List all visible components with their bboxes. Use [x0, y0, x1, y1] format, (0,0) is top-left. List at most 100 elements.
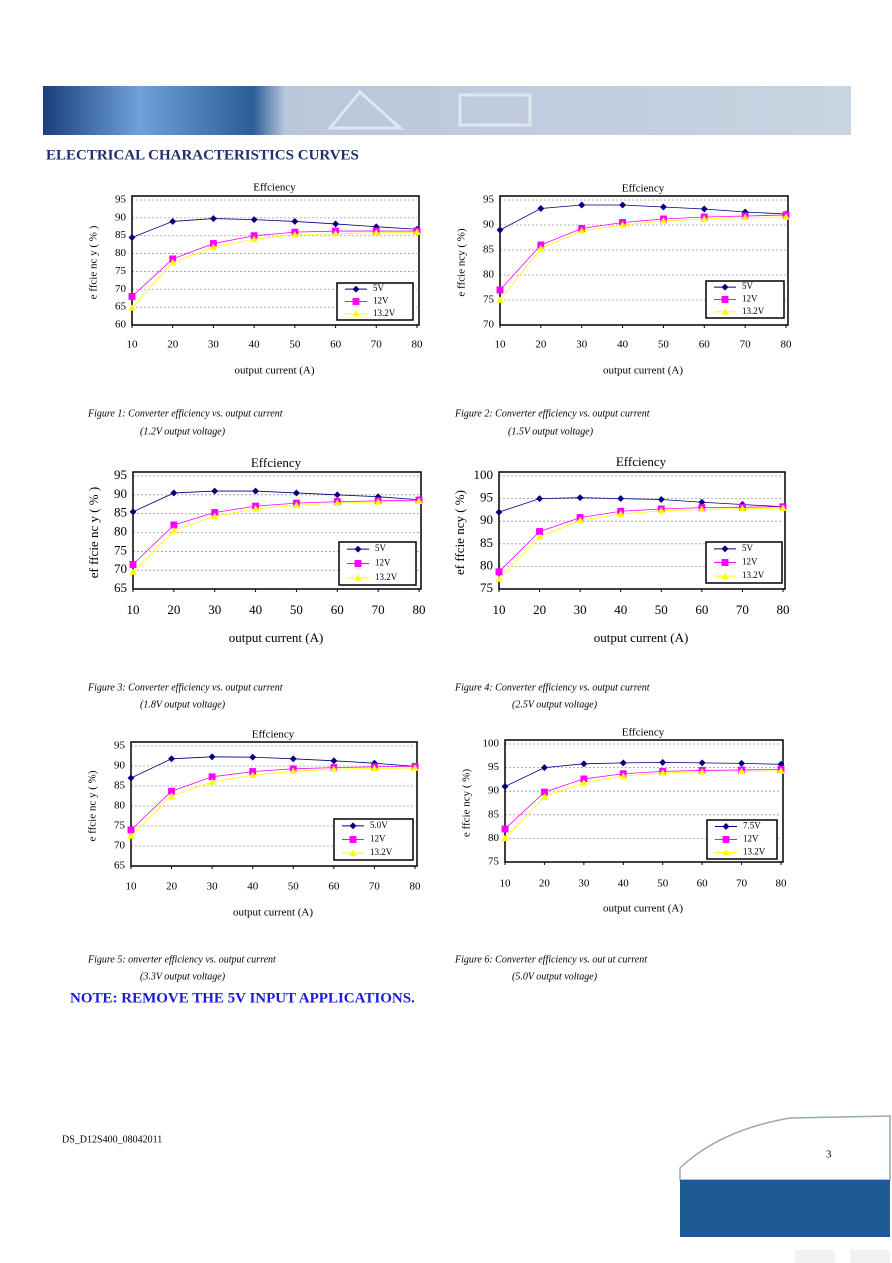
x-tick-label: 70: [736, 878, 748, 890]
data-point: [496, 286, 504, 294]
data-point: [129, 508, 137, 516]
data-point: [209, 215, 217, 223]
data-point: [374, 498, 382, 505]
data-point: [495, 508, 503, 516]
data-point: [413, 228, 421, 235]
x-tick-label: 40: [617, 339, 629, 351]
data-point: [209, 243, 218, 250]
x-axis-title: output current (A): [603, 365, 683, 377]
legend-label: 12V: [373, 296, 389, 306]
data-point: [698, 505, 706, 513]
data-point: [208, 773, 216, 781]
series-line: [498, 507, 784, 580]
data-point: [170, 489, 178, 497]
data-point: [292, 501, 301, 509]
x-tick-label: 70: [371, 339, 383, 351]
plot-frame: [132, 471, 422, 590]
x-tick-label: 40: [249, 339, 261, 351]
legend-label: 13.2V: [743, 847, 766, 857]
x-axis-title: output current (A): [229, 630, 324, 645]
x-tick-label: 70: [372, 602, 385, 617]
y-axis-title: ef ffcie ncy ( %): [452, 490, 467, 575]
series-line: [130, 756, 416, 779]
x-tick-label: 50: [289, 339, 301, 351]
data-point: [741, 213, 749, 221]
y-tick-label: 80: [483, 269, 495, 281]
y-tick-label: 90: [114, 760, 126, 772]
y-tick-label: 95: [483, 194, 495, 206]
data-point: [580, 760, 588, 768]
data-point: [659, 217, 668, 224]
figure-caption-sub: (2.5V output voltage): [512, 699, 598, 710]
data-point: [330, 765, 338, 773]
legend-label: 12V: [375, 558, 391, 568]
data-point: [495, 575, 503, 582]
data-point: [249, 771, 257, 779]
data-point: [698, 759, 706, 767]
x-tick-label: 50: [655, 602, 668, 617]
figure-caption-sub: (1.5V output voltage): [508, 426, 594, 437]
data-point: [333, 499, 341, 506]
data-point: [657, 507, 665, 514]
x-axis-title: output current (A): [603, 903, 683, 915]
y-tick-label: 90: [480, 512, 493, 527]
series-line: [132, 490, 420, 513]
x-tick-label: 60: [697, 878, 709, 890]
y-tick-label: 95: [114, 740, 126, 752]
series-line: [130, 767, 416, 837]
data-point: [208, 778, 216, 785]
data-point: [536, 528, 544, 536]
chart-title: Effciency: [252, 729, 295, 741]
data-point: [576, 494, 584, 502]
y-tick-label: 85: [483, 244, 495, 256]
y-tick-label: 65: [114, 580, 127, 595]
figure-caption: Figure 1: Converter efficiency vs. outpu…: [87, 408, 283, 419]
figure-caption-sub: (1.2V output voltage): [140, 426, 226, 437]
legend-symbol: [721, 296, 729, 303]
x-tick-label: 60: [328, 881, 340, 893]
legend-label: 12V: [743, 834, 759, 844]
y-tick-label: 95: [114, 467, 127, 482]
legend-label: 5V: [373, 283, 385, 293]
x-tick-label: 80: [776, 878, 788, 890]
data-point: [617, 495, 625, 503]
plot-frame: [504, 739, 784, 863]
data-point: [211, 512, 219, 520]
x-tick-label: 70: [736, 602, 749, 617]
series-line: [498, 497, 784, 513]
x-tick-label: 70: [740, 339, 752, 351]
data-point: [659, 769, 667, 776]
legend-symbol: [354, 545, 362, 553]
footer-decoration: [679, 1115, 891, 1181]
x-tick-label: 20: [533, 602, 546, 617]
legend-symbol: [722, 848, 730, 856]
data-point: [738, 759, 746, 767]
legend-label: 5V: [375, 543, 387, 553]
x-tick-label: 20: [167, 339, 179, 351]
data-point: [495, 568, 503, 576]
series-line: [131, 231, 418, 309]
data-point: [127, 826, 135, 834]
plot-frame: [499, 195, 789, 326]
y-axis-title: e ffcie ncy ( %): [461, 769, 473, 838]
x-tick-label: 30: [576, 339, 588, 351]
y-tick-label: 75: [114, 820, 126, 832]
y-tick-label: 75: [480, 580, 493, 595]
x-tick-label: 10: [500, 878, 512, 890]
data-point: [659, 758, 667, 766]
header-banner: [43, 86, 851, 135]
series-line: [499, 216, 787, 301]
x-tick-label: 40: [247, 881, 259, 893]
x-axis-title: output current (A): [234, 365, 314, 377]
y-tick-label: 85: [114, 505, 127, 520]
x-tick-label: 10: [127, 339, 139, 351]
x-tick-label: 40: [618, 878, 630, 890]
x-tick-label: 30: [208, 602, 221, 617]
y-tick-label: 80: [480, 557, 493, 572]
series-line: [132, 500, 420, 573]
figure-caption-sub: (1.8V output voltage): [140, 699, 226, 710]
y-tick-label: 90: [488, 785, 500, 797]
x-tick-label: 80: [412, 339, 424, 351]
figure-caption: Figure 4: Converter efficiency vs. outpu…: [454, 682, 650, 693]
